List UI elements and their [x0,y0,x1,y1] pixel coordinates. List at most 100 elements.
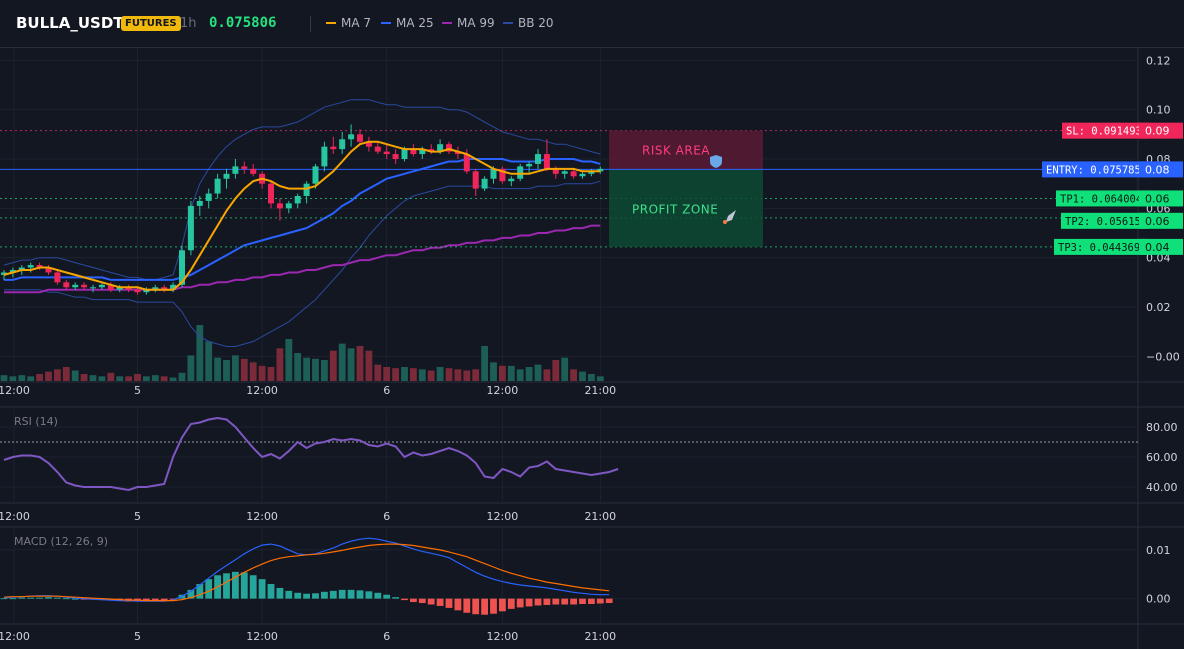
macd-hist-bar [258,579,266,599]
macd-hist-bar [418,598,426,604]
candle-body [81,284,88,288]
candle-body [579,173,586,177]
volume-bar [249,362,257,381]
volume-bar [507,365,515,381]
volume-bar [205,341,213,381]
macd-hist-bar [45,597,52,599]
candle-body [90,287,96,289]
volume-bar [214,357,221,381]
x-tick-label: 21:00 [584,510,616,523]
volume-bar [258,365,266,381]
ma7-line [3,140,601,291]
volume-bar [36,374,43,381]
candle-body [179,250,185,285]
volume-bar [303,357,310,381]
candle-body [490,168,497,179]
candle-body [303,183,310,196]
profit-zone [609,169,763,247]
x-tick-label: 6 [383,384,390,397]
macd-hist-bar [36,597,43,599]
volume-bar [267,367,275,381]
macd-hist-bar [0,598,8,600]
macd-hist-bar [552,598,560,605]
timeframe-label[interactable]: 1h [180,16,197,31]
volume-bar [98,376,106,381]
candle-body [330,146,337,150]
candle-body [446,144,452,152]
macd-hist-bar [347,589,355,599]
macd-hist-bar [312,593,319,599]
entry-tag [1042,161,1149,178]
candle-body [312,166,319,184]
price-tick-label: 0.12 [1146,54,1171,67]
candle-body [18,267,25,270]
volume-bar [232,355,239,381]
candle-body [499,168,506,182]
volume-bar [0,375,8,381]
volume-bar [481,346,488,381]
candle-body [63,282,70,288]
volume-bar [445,368,453,381]
candle-body [143,289,150,293]
tp2-axis-tag [1139,212,1183,229]
candle-body [526,163,533,167]
candle-body [517,166,524,179]
x-tick-label: 12:00 [246,510,278,523]
legend-ma99[interactable]: MA 99 [442,16,495,30]
volume-bar [472,369,480,381]
macd-hist-bar [392,597,399,599]
macd-hist-bar [285,590,293,599]
candle-body [463,154,470,172]
macd-hist-bar [196,584,204,599]
volume-bar [356,346,364,381]
entry-tag-label: ENTRY: 0.075785 [1046,164,1141,176]
candle-body [232,166,239,174]
volume-bar [134,374,141,381]
macd-hist-bar [454,598,462,611]
x-tick-label: 12:00 [487,384,519,397]
macd-hist-bar [427,598,435,605]
price-tick-label: 0.10 [1146,104,1171,117]
x-tick-label: 5 [134,384,141,397]
volume-bar [383,367,391,381]
volume-bar [338,343,346,381]
tp1-axis-tag [1139,190,1183,207]
symbol-name[interactable]: BULLA_USDT [16,14,124,32]
volume-bar [347,348,355,381]
tp3-tag-label: TP3: 0.044369 [1058,242,1140,254]
rsi-tick-label: 60.00 [1146,451,1178,464]
candle-body [570,171,577,177]
volume-bar [71,370,79,381]
entry-axis-tag [1139,161,1183,178]
macd-hist-bar [303,593,310,599]
ma25-line [4,158,601,281]
volume-bar [178,372,186,381]
legend-swatch [442,21,452,24]
candle-body [428,149,435,152]
candle-body [134,289,141,293]
entry-axis-value: 0.08 [1145,163,1170,176]
tp1-axis-value: 0.06 [1145,192,1170,205]
macd-hist-bar [472,598,480,615]
rsi-line [3,416,619,492]
sl-tag [1062,122,1150,139]
candle-body [116,287,123,290]
candle-body [348,134,355,140]
macd-hist-bar [329,590,337,599]
volume-bar [321,360,328,381]
volume-bar [543,369,551,381]
legend-ma25[interactable]: MA 25 [381,16,434,30]
header-divider [310,16,311,32]
volume-bar [534,364,542,381]
macd-hist-bar [490,598,497,614]
macd-hist-bar [481,598,488,615]
macd-hist-bar [160,598,168,601]
macd-hist-bar [27,597,35,599]
tp2-tag-label: TP2: 0.05615 [1065,216,1141,228]
volume-bar [579,371,586,381]
x-tick-label: 12:00 [0,384,30,397]
legend-bb20[interactable]: BB 20 [503,16,554,30]
candle-body [268,183,274,204]
legend-ma7[interactable]: MA 7 [326,16,371,30]
